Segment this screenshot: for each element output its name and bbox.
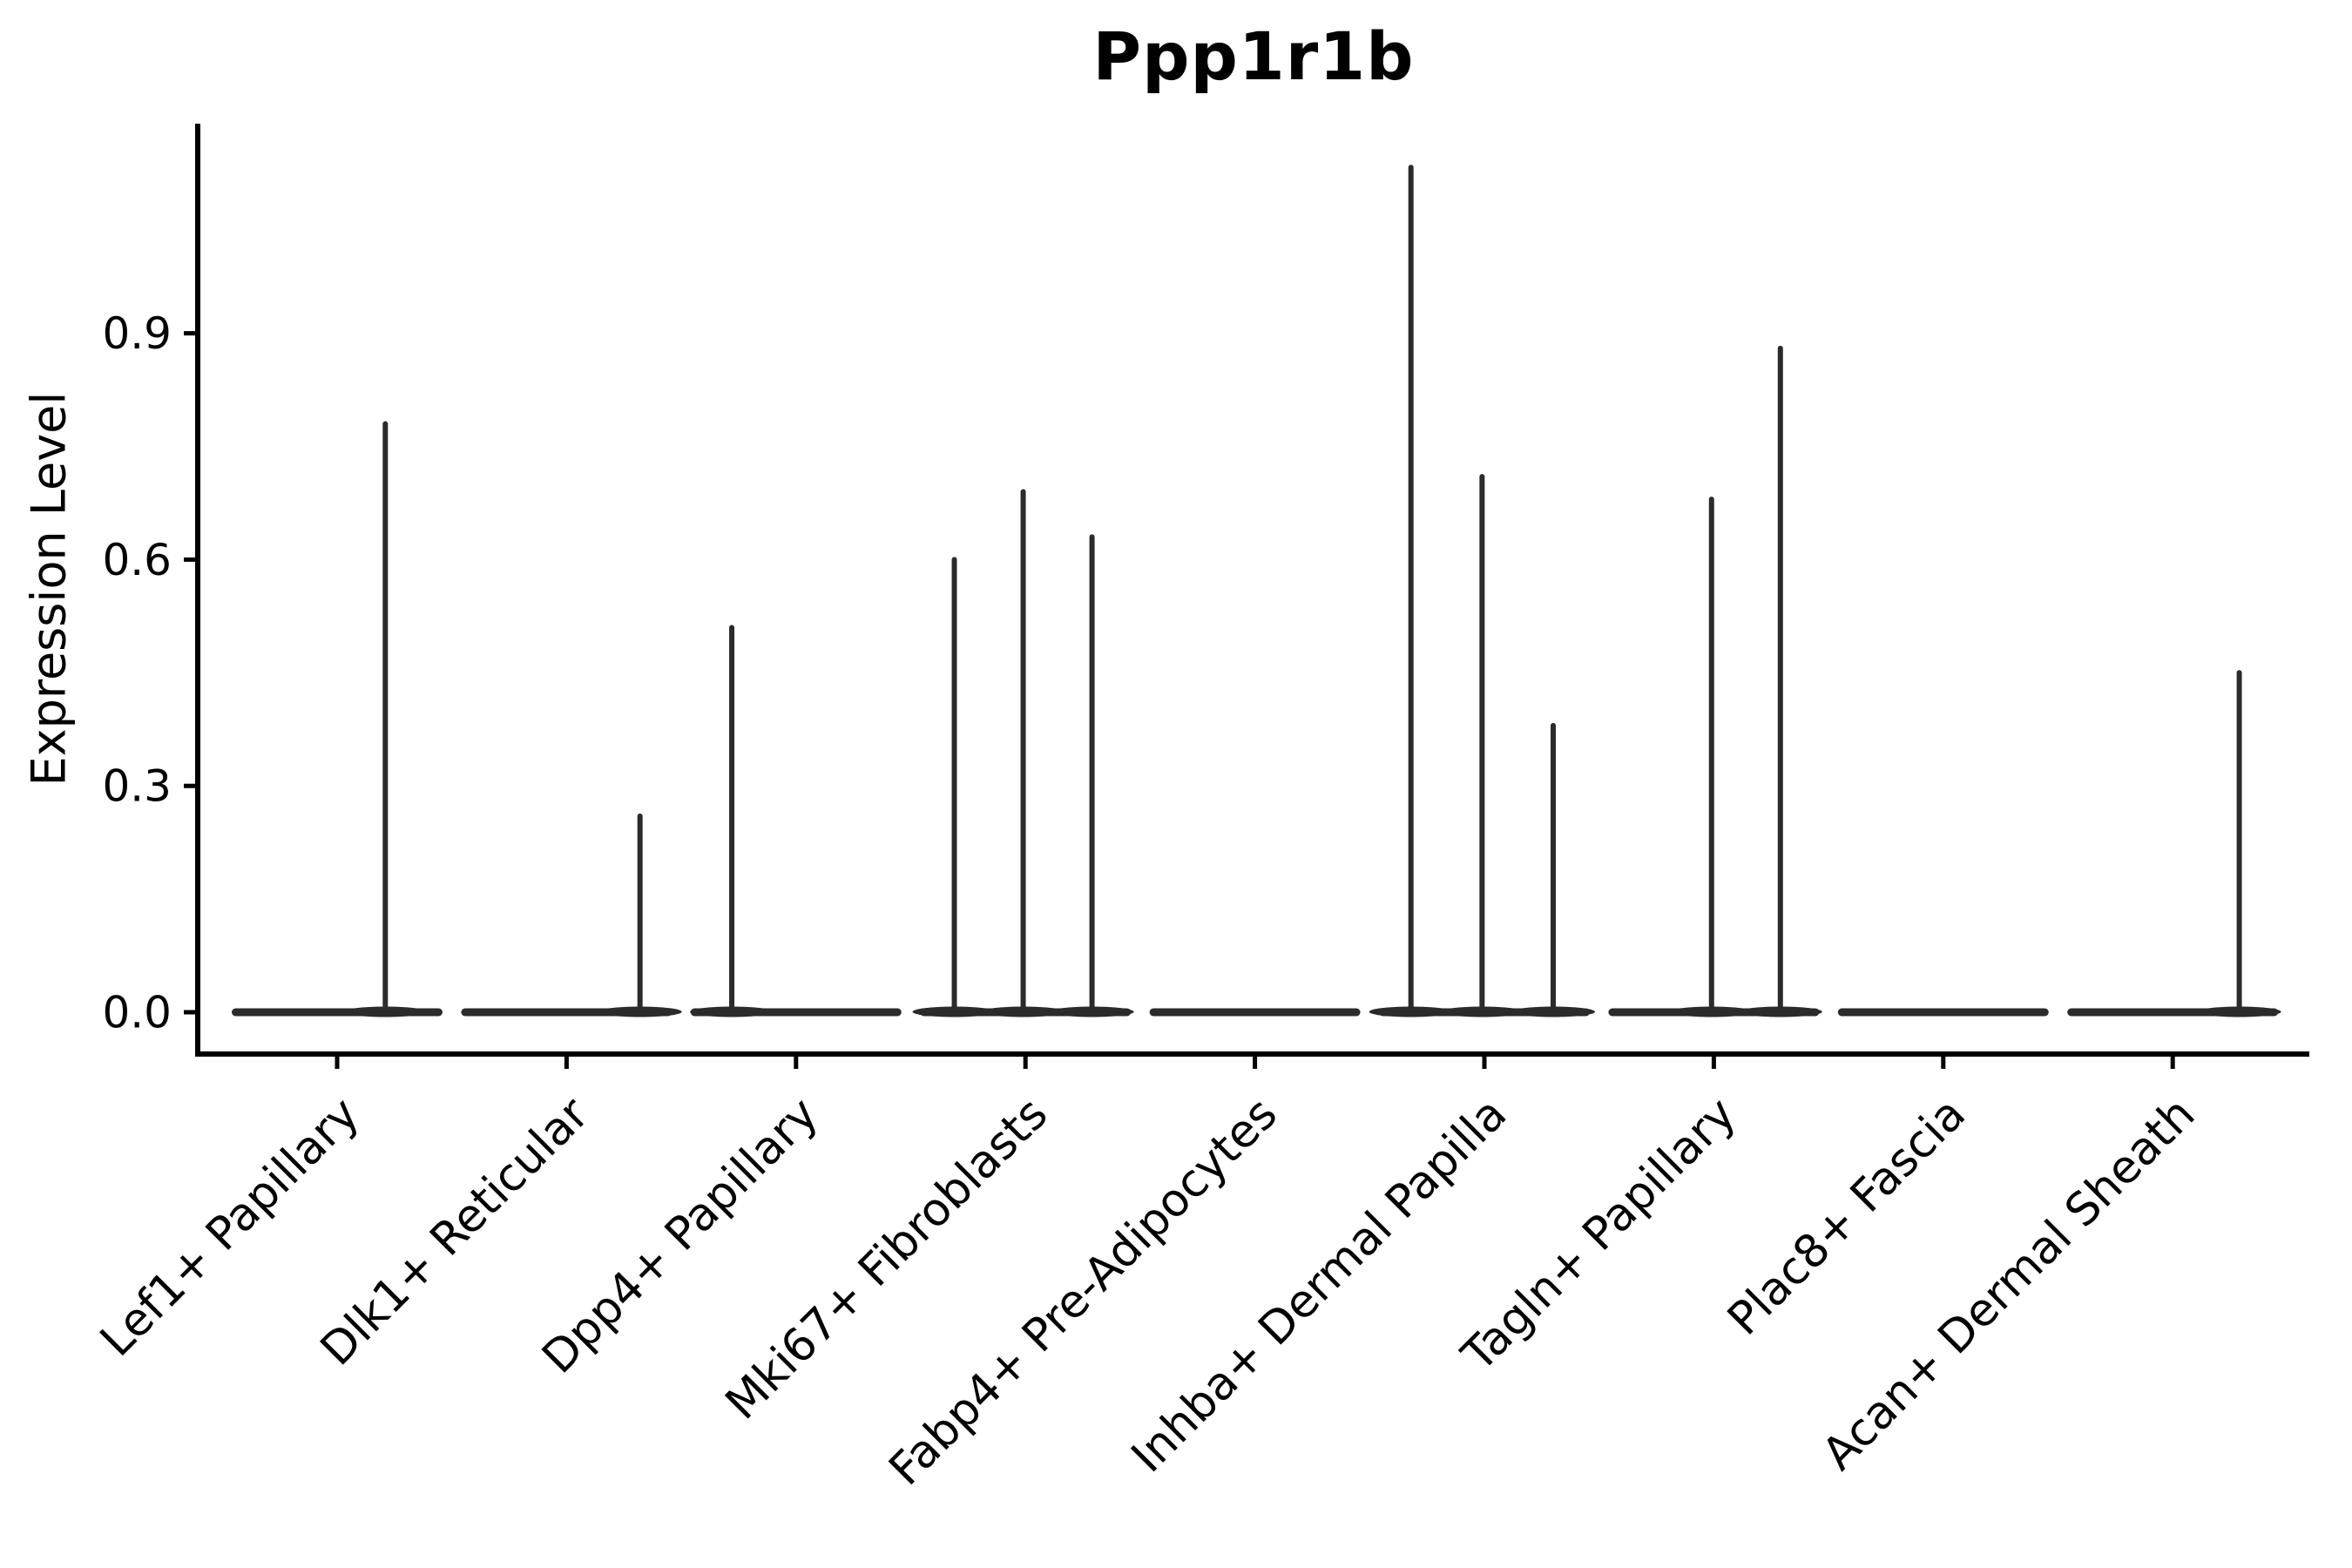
chart-title: Ppp1r1b (1092, 17, 1415, 95)
x-tick-label: Fabp4+ Pre-Adipocytes (879, 1088, 1287, 1496)
x-tick-label: Acan+ Dermal Sheath (1813, 1088, 2206, 1481)
y-tick-label: 0.0 (102, 988, 172, 1038)
x-tick-label: Inhba+ Dermal Papilla (1122, 1088, 1517, 1483)
y-tick-label: 0.9 (102, 308, 172, 359)
violin-body (1837, 1008, 2049, 1017)
x-tick-label: Plac8+ Fascia (1718, 1088, 1976, 1346)
y-tick-label: 0.3 (102, 761, 172, 812)
y-tick-label: 0.6 (102, 535, 172, 585)
violin-body (1149, 1008, 1361, 1017)
